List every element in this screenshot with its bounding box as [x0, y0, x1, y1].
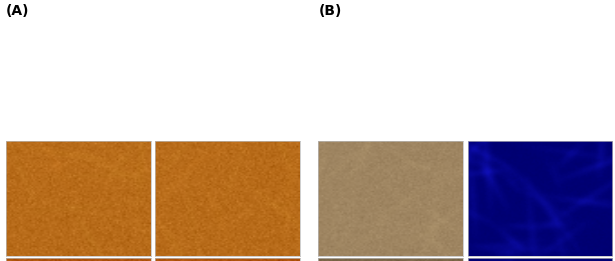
Text: (A): (A): [6, 4, 30, 18]
Text: (B): (B): [319, 4, 342, 18]
